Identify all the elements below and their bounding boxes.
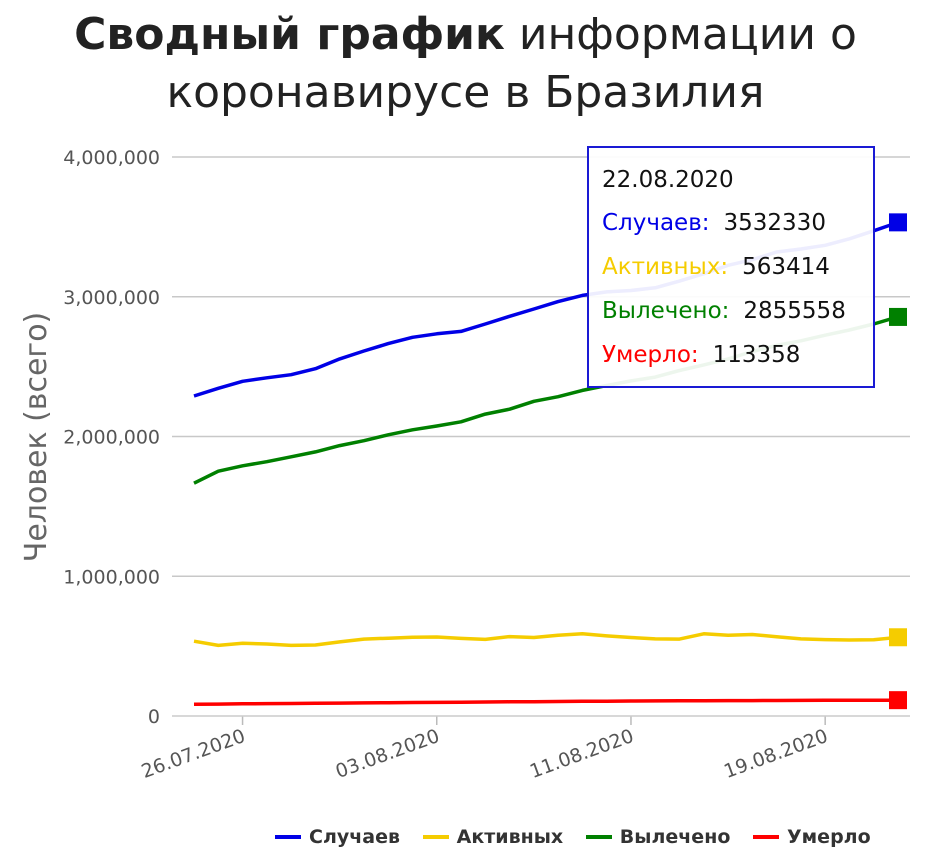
legend-swatch-recovered xyxy=(585,834,612,839)
x-axis-ticks: 26.07.2020 03.08.2020 11.08.2020 19.08.2020 xyxy=(139,716,831,783)
tooltip-value-active: 563414 xyxy=(742,254,830,280)
legend-label-active: Активных xyxy=(456,826,564,848)
tooltip-row-deaths: Умерло: 113358 xyxy=(602,340,800,370)
tooltip-value-deaths: 113358 xyxy=(712,342,801,368)
series-end-markers xyxy=(889,213,907,710)
y-tick-label: 3,000,000 xyxy=(63,287,160,309)
tooltip-row-recovered: Вылечено: 2855558 xyxy=(602,296,846,326)
tooltip-label-deaths: Умерло: xyxy=(602,342,699,368)
x-tick-label: 11.08.2020 xyxy=(527,725,637,783)
y-tick-label: 4,000,000 xyxy=(63,147,160,169)
legend-swatch-active xyxy=(422,834,449,839)
tooltip-value-recovered: 2855558 xyxy=(743,298,846,324)
x-tick-label: 19.08.2020 xyxy=(721,725,831,783)
x-tick-label: 03.08.2020 xyxy=(333,725,443,783)
end-marker-recovered xyxy=(889,307,907,326)
end-marker-deaths xyxy=(889,691,907,710)
legend-label-deaths: Умерло xyxy=(787,826,871,848)
end-marker-cases xyxy=(889,213,907,232)
chart-title-bold: Сводный график xyxy=(74,9,505,60)
legend-item-cases[interactable]: Случаев xyxy=(275,826,400,848)
tooltip-row-active: Активных: 563414 xyxy=(602,252,830,282)
legend-item-deaths[interactable]: Умерло xyxy=(753,826,871,848)
tooltip-value-cases: 3532330 xyxy=(723,210,826,236)
legend-label-recovered: Вылечено xyxy=(619,826,731,848)
tooltip-row-cases: Случаев: 3532330 xyxy=(602,208,826,238)
y-tick-label: 1,000,000 xyxy=(63,566,160,588)
chart-title: Сводный график информации о коронавирусе… xyxy=(0,6,931,122)
tooltip-date: 22.08.2020 xyxy=(602,167,734,193)
tooltip-label-active: Активных: xyxy=(602,254,729,280)
x-tick-label: 26.07.2020 xyxy=(139,725,249,783)
tooltip-label-recovered: Вылечено: xyxy=(602,298,730,324)
series-line-active xyxy=(193,632,899,648)
tooltip: 22.08.2020 Случаев: 3532330 Активных: 5634… xyxy=(587,146,875,388)
y-tick-label: 2,000,000 xyxy=(63,427,160,449)
y-tick-label: 0 xyxy=(148,706,160,728)
legend-item-recovered[interactable]: Вылечено xyxy=(585,826,731,848)
chart-legend: Случаев Активных Вылечено Умерло xyxy=(275,826,887,854)
legend-swatch-cases xyxy=(275,834,301,839)
tooltip-label-cases: Случаев: xyxy=(602,210,710,236)
legend-label-cases: Случаев xyxy=(309,826,401,848)
legend-item-active[interactable]: Активных xyxy=(422,826,564,848)
series-line-deaths xyxy=(193,698,898,707)
legend-swatch-deaths xyxy=(753,834,779,839)
end-marker-active xyxy=(889,628,907,647)
y-axis-ticks: 0 1,000,000 2,000,000 3,000,000 4,000,000 xyxy=(63,147,160,728)
y-axis-label: Человек (всего) xyxy=(19,312,54,563)
chart-title-rest: информации о коронавирусе в Бразилия xyxy=(166,9,857,118)
